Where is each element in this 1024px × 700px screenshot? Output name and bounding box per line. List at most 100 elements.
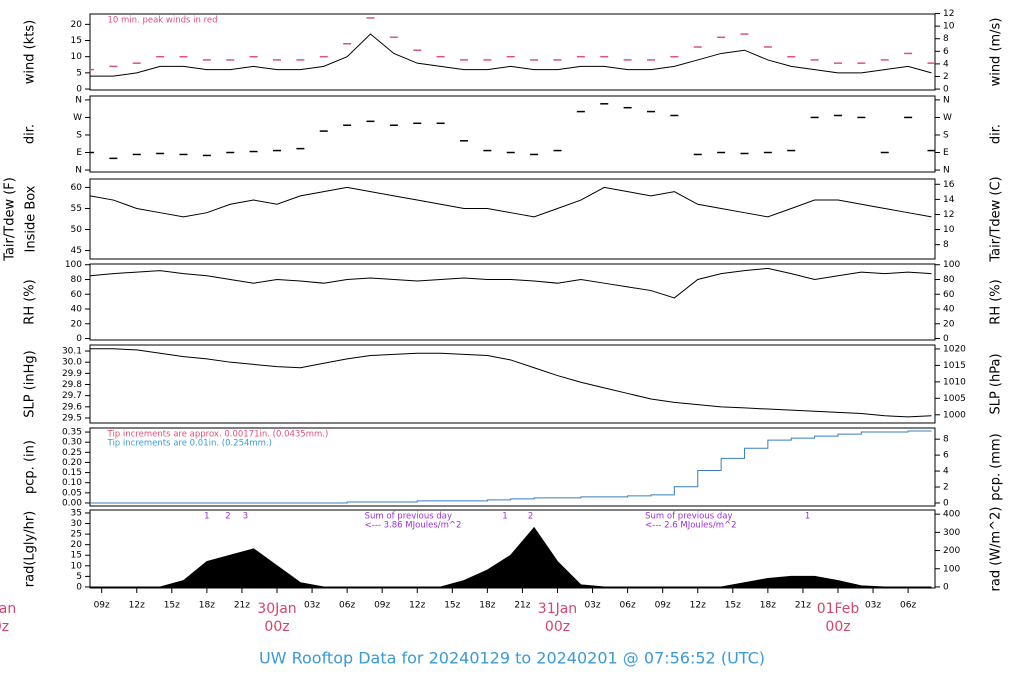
x-tick-label: 12z <box>129 601 145 611</box>
y-tick-label: 29.5 <box>62 413 82 423</box>
x-tick-label: 03z <box>584 601 600 611</box>
x-tick-label: 15z <box>164 601 180 611</box>
date-label: 29Jan <box>0 601 16 617</box>
annotation: 2 <box>225 512 230 522</box>
x-tick-label: 18z <box>479 601 495 611</box>
date-hour-label: 00z <box>0 619 9 635</box>
y-tick-label: 0.05 <box>62 488 82 498</box>
y2-tick-label: 200 <box>943 546 960 556</box>
y2-tick-label: 6 <box>943 47 949 57</box>
y-tick-label: 0 <box>76 334 82 344</box>
y2-tick-label: N <box>943 95 950 105</box>
y2-tick-label: 2 <box>943 72 949 82</box>
y-tick-label: 30.1 <box>62 347 82 357</box>
y-axis-label: wind (kts) <box>23 20 38 84</box>
annotation: 10 min. peak winds in red <box>108 16 218 26</box>
plot-area <box>90 267 932 299</box>
panel-frame <box>89 344 936 424</box>
y2-axis-label: wind (m/s) <box>989 18 1004 87</box>
x-tick-label: 09z <box>655 601 671 611</box>
y-tick-label: W <box>73 113 82 123</box>
y-tick-label: 30 <box>71 519 83 529</box>
y-tick-label: 35 <box>71 508 82 518</box>
y2-tick-label: 10 <box>943 225 955 235</box>
y-tick-label: 29.7 <box>62 391 82 401</box>
y2-tick-label: 12 <box>943 9 954 19</box>
panel-frame <box>89 263 936 341</box>
y2-tick-label: E <box>943 148 949 158</box>
series-line <box>90 33 932 77</box>
y-tick-label: 5 <box>76 572 82 582</box>
x-tick-label: 09z <box>94 601 110 611</box>
x-tick-label: 03z <box>304 601 320 611</box>
y2-axis-label: Tair/Tdew (C) <box>989 176 1004 262</box>
y-tick-label: S <box>76 130 82 140</box>
y-tick-label: N <box>75 95 82 105</box>
panel-frame <box>89 427 936 507</box>
y2-tick-label: 16 <box>943 180 955 190</box>
y-tick-label: 29.6 <box>62 402 82 412</box>
y2-axis-label: pcp. (mm) <box>989 433 1004 500</box>
y2-tick-label: 60 <box>943 290 955 300</box>
y2-tick-label: 400 <box>943 510 960 520</box>
annotation: Tip increments are approx. 0.00171in. (0… <box>107 430 329 440</box>
y2-tick-label: 8 <box>943 240 949 250</box>
y2-tick-label: 1015 <box>943 361 966 371</box>
annotation: 1 <box>204 512 209 522</box>
annotation: 1 <box>502 512 507 522</box>
y-tick-label: 100 <box>65 260 82 270</box>
panel-frame <box>89 178 936 260</box>
plot-area <box>90 430 932 504</box>
y-tick-label: 29.9 <box>62 369 82 379</box>
annotation: 1 <box>805 512 810 522</box>
x-tick-label: 12z <box>409 601 425 611</box>
y2-tick-label: 12 <box>943 210 954 220</box>
y-tick-label: 60 <box>71 290 83 300</box>
annotation: <--- 2.6 MJoules/m^2 <box>645 521 736 531</box>
y-tick-label: 0 <box>76 85 82 95</box>
y2-tick-label: 0 <box>943 582 949 592</box>
y-tick-label: 0.30 <box>62 438 82 448</box>
y-tick-label: 15 <box>71 36 82 46</box>
date-label: 31Jan <box>538 601 577 617</box>
y-tick-label: 25 <box>71 530 82 540</box>
y-tick-label: 0.10 <box>62 478 82 488</box>
y2-tick-label: 4 <box>943 467 949 477</box>
y2-tick-label: 1010 <box>943 377 966 387</box>
y2-axis-label: RH (%) <box>989 279 1004 324</box>
y-tick-label: 55 <box>71 204 82 214</box>
y2-tick-label: 1005 <box>943 394 966 404</box>
y2-tick-label: W <box>943 113 952 123</box>
y2-tick-label: 20 <box>943 319 955 329</box>
y-tick-label: 0 <box>76 582 82 592</box>
y2-axis-label: SLP (hPa) <box>989 353 1004 414</box>
y-tick-label: 0.25 <box>62 448 82 458</box>
y-tick-label: 0.00 <box>62 498 82 508</box>
y2-tick-label: 8 <box>943 435 949 445</box>
y2-tick-label: 300 <box>943 528 960 538</box>
y2-tick-label: 8 <box>943 34 949 44</box>
y-tick-label: 40 <box>71 305 83 315</box>
y2-tick-label: 4 <box>943 59 949 69</box>
x-tick-label: 12z <box>690 601 706 611</box>
y-axis-label: dir. <box>23 124 38 144</box>
x-tick-label: 21z <box>514 601 530 611</box>
y-tick-label: 15 <box>71 551 82 561</box>
panel-frame <box>89 95 936 173</box>
plot-area <box>90 103 935 160</box>
y2-tick-label: S <box>943 130 949 140</box>
series-line <box>90 267 932 299</box>
y-tick-label: N <box>75 166 82 176</box>
y-tick-label: 50 <box>71 225 83 235</box>
annotation: <--- 3.86 MJoules/m^2 <box>365 521 462 531</box>
date-hour-label: 00z <box>545 619 570 635</box>
x-tick-label: 21z <box>234 601 250 611</box>
plot-area <box>90 186 932 218</box>
annotation: 3 <box>243 512 248 522</box>
x-tick-label: 18z <box>199 601 215 611</box>
y-tick-label: 10 <box>71 52 83 62</box>
plot-area <box>90 17 935 77</box>
date-hour-label: 00z <box>825 619 850 635</box>
y-tick-label: 20 <box>71 540 83 550</box>
